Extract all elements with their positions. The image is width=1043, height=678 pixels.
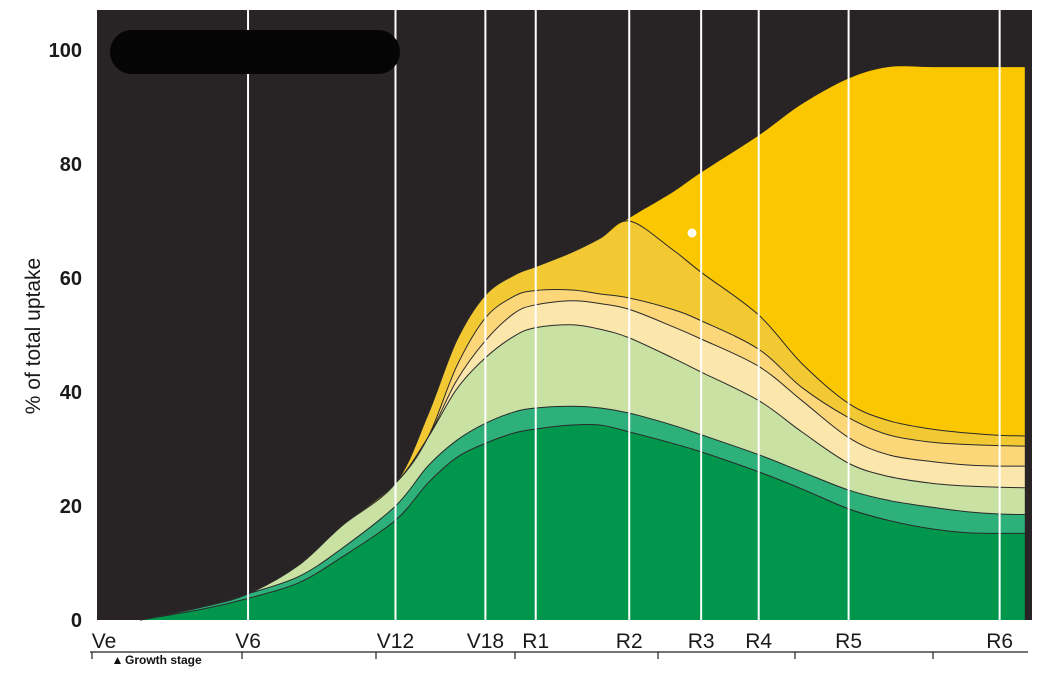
band-boundaries [140, 220, 1025, 621]
x-tick-label: R5 [835, 630, 862, 653]
x-axis-stage-labels: Ve V6 V12 V18 R1 R2 R3 R4 R5 R6 [92, 630, 1013, 653]
growth-stage-lines [247, 10, 1001, 620]
y-tick-label: 80 [60, 154, 82, 176]
area-band-1 [140, 424, 1025, 620]
x-tick-label: R3 [688, 630, 715, 653]
x-axis [90, 651, 1028, 659]
y-tick-label: 100 [49, 40, 82, 62]
area-band-7 [140, 66, 1025, 620]
x-tick-label: Ve [92, 630, 117, 653]
x-tick-label: R2 [616, 630, 643, 653]
y-tick-label: 60 [60, 268, 82, 290]
y-tick-label: 40 [60, 382, 82, 404]
x-tick-label: V18 [467, 630, 504, 653]
y-axis-label: % of total uptake [22, 258, 45, 414]
y-axis-ticks: 0 20 40 60 80 100 [49, 40, 82, 632]
redacted-title-block [110, 30, 400, 74]
growth-stage-label: Growth stage [125, 653, 202, 667]
band-boundary-6 [140, 220, 1025, 621]
x-tick-label: V6 [235, 630, 261, 653]
x-tick-label: R1 [522, 630, 549, 653]
x-tick-label: R4 [745, 630, 772, 653]
band-boundary-2 [140, 405, 1025, 621]
x-tick-label: V12 [377, 630, 414, 653]
y-tick-label: 20 [60, 496, 82, 518]
y-tick-label: 0 [71, 610, 82, 632]
band-boundary-1 [140, 423, 1025, 621]
x-tick-label: R6 [986, 630, 1013, 653]
growth-stage-triangle-icon [114, 657, 121, 664]
marker-dot [687, 228, 697, 238]
